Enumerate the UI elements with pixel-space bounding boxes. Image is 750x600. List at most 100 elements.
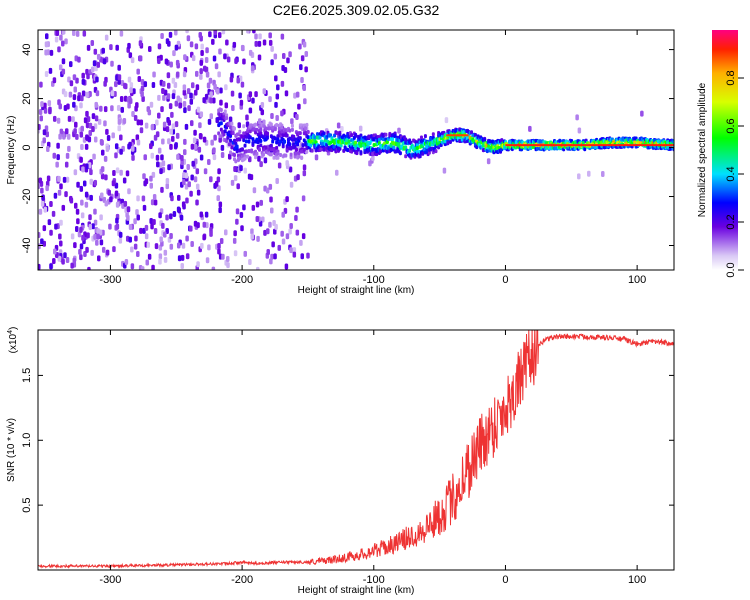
heatmap-cell <box>143 81 148 88</box>
heatmap-cell <box>74 121 78 128</box>
heatmap-cell <box>168 103 173 110</box>
heatmap-cell <box>232 153 236 158</box>
heatmap-cell <box>275 177 279 184</box>
heatmap-cell <box>63 252 67 259</box>
heatmap-cell <box>139 127 144 134</box>
heatmap-cell <box>298 131 302 136</box>
heatmap-cell <box>175 59 180 66</box>
heatmap-cell <box>252 30 256 34</box>
heatmap-cell <box>223 129 227 134</box>
spectrogram-y-tick-label: -40 <box>21 238 33 254</box>
heatmap-cell <box>251 137 255 142</box>
heatmap-cell <box>254 155 258 160</box>
heatmap-cell <box>302 170 307 177</box>
heatmap-cell <box>167 164 171 171</box>
heatmap-cell <box>157 112 161 119</box>
heatmap-cell <box>165 178 170 185</box>
heatmap-cell <box>256 266 260 270</box>
heatmap-cell <box>164 58 169 65</box>
heatmap-cell <box>66 133 71 140</box>
heatmap-cell <box>147 253 152 260</box>
heatmap-cell <box>96 233 100 240</box>
heatmap-cell <box>371 147 375 152</box>
heatmap-cell <box>416 145 420 150</box>
heatmap-cell <box>136 68 140 75</box>
heatmap-cell <box>163 231 167 238</box>
heatmap-cell <box>171 93 176 100</box>
heatmap-cell <box>212 147 216 154</box>
heatmap-cell <box>138 40 143 47</box>
heatmap-cell <box>301 143 305 148</box>
heatmap-cell <box>80 144 84 151</box>
heatmap-cell <box>84 191 89 198</box>
heatmap-cell <box>216 88 220 95</box>
heatmap-cell <box>134 235 138 242</box>
heatmap-cell <box>209 230 213 237</box>
spectrogram-x-label: Height of straight line (km) <box>298 285 415 296</box>
heatmap-cell <box>79 254 83 261</box>
spectrogram-panel: -300 -200 -100 0 100 40 20 0 -20 -40 Height of s… <box>6 29 675 296</box>
heatmap-cell <box>158 162 163 169</box>
heatmap-cell <box>103 106 108 113</box>
heatmap-cell <box>269 143 273 148</box>
heatmap-cell <box>123 83 128 90</box>
heatmap-cell <box>81 72 85 79</box>
heatmap-cell <box>384 132 388 137</box>
heatmap-cell <box>150 223 154 230</box>
heatmap-cell <box>302 41 307 48</box>
heatmap-cell <box>296 142 300 147</box>
heatmap-cell <box>53 192 58 199</box>
heatmap-cell <box>229 138 233 143</box>
heatmap-cell <box>204 211 209 218</box>
heatmap-cell <box>144 122 149 129</box>
heatmap-cell <box>61 58 66 65</box>
heatmap-cell <box>153 228 158 235</box>
heatmap-cell <box>199 59 203 66</box>
heatmap-cell <box>219 99 223 106</box>
heatmap-cell <box>93 136 98 143</box>
heatmap-cell <box>218 48 222 55</box>
heatmap-cell <box>269 152 273 157</box>
heatmap-cell <box>165 38 170 45</box>
heatmap-cell <box>110 90 115 97</box>
heatmap-cell <box>260 101 265 108</box>
heatmap-cell <box>254 40 258 47</box>
heatmap-cell <box>306 135 310 140</box>
heatmap-cell <box>259 161 263 168</box>
heatmap-cell <box>77 231 82 238</box>
heatmap-cell <box>73 169 78 176</box>
heatmap-cell <box>189 41 194 48</box>
heatmap-cell <box>205 257 210 264</box>
heatmap-cell <box>294 147 298 152</box>
heatmap-cell <box>217 32 222 39</box>
heatmap-cell <box>250 65 255 72</box>
heatmap-cell <box>285 160 289 167</box>
heatmap-cell <box>196 222 200 229</box>
heatmap-cell <box>476 134 480 139</box>
heatmap-cell <box>219 237 224 244</box>
heatmap-cell <box>264 145 268 150</box>
heatmap-cell <box>270 59 274 66</box>
heatmap-cell <box>142 173 146 180</box>
heatmap-cell <box>115 217 119 224</box>
heatmap-cell <box>158 258 162 265</box>
heatmap-cell <box>258 147 262 152</box>
heatmap-cell <box>250 233 254 240</box>
heatmap-cell <box>103 155 108 162</box>
heatmap-cell <box>233 165 237 172</box>
heatmap-cell <box>127 42 131 49</box>
heatmap-cell <box>273 253 277 260</box>
heatmap-cell <box>240 81 245 88</box>
heatmap-cell <box>375 152 379 157</box>
heatmap-cell <box>130 246 134 253</box>
heatmap-cell <box>151 264 155 270</box>
heatmap-cell <box>258 33 262 40</box>
heatmap-cell <box>434 149 438 154</box>
heatmap-cell <box>254 122 258 127</box>
heatmap-cell <box>587 170 591 177</box>
heatmap-cell <box>421 151 425 156</box>
heatmap-cell <box>38 243 41 250</box>
heatmap-cell <box>96 53 101 60</box>
heatmap-cell <box>217 168 221 175</box>
heatmap-cell <box>189 190 193 197</box>
